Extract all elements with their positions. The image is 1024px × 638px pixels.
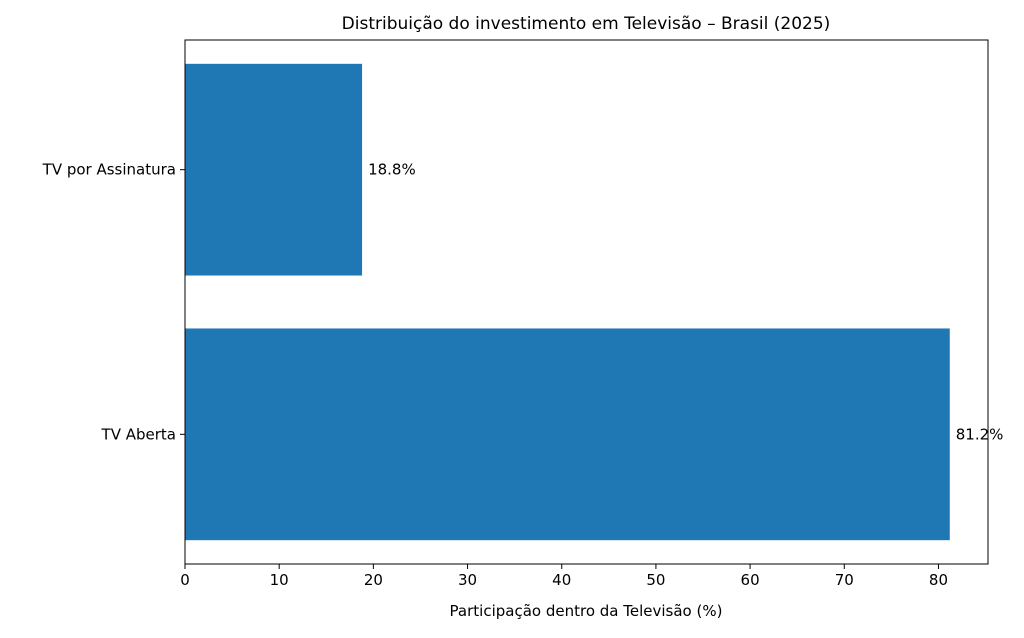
x-tick-label: 40	[552, 571, 571, 589]
x-tick-label: 20	[364, 571, 383, 589]
x-axis-label: Participação dentro da Televisão (%)	[450, 602, 723, 620]
y-tick-label: TV Aberta	[101, 425, 176, 443]
data-label: 18.8%	[368, 161, 416, 179]
plot-frame	[184, 39, 989, 565]
y-tick-label: TV por Assinatura	[42, 161, 176, 179]
x-tick-label: 30	[458, 571, 477, 589]
data-label: 81.2%	[956, 425, 1004, 443]
bar-tv-por-assinatura	[185, 63, 363, 276]
x-tick-label: 70	[835, 571, 854, 589]
x-tick-label: 0	[180, 571, 190, 589]
x-tick-label: 50	[646, 571, 665, 589]
bar-tv-aberta	[185, 328, 950, 541]
x-tick-label: 10	[270, 571, 289, 589]
x-tick-label: 60	[741, 571, 760, 589]
x-tick-label: 80	[929, 571, 948, 589]
chart-title: Distribuição do investimento em Televisã…	[342, 14, 831, 34]
